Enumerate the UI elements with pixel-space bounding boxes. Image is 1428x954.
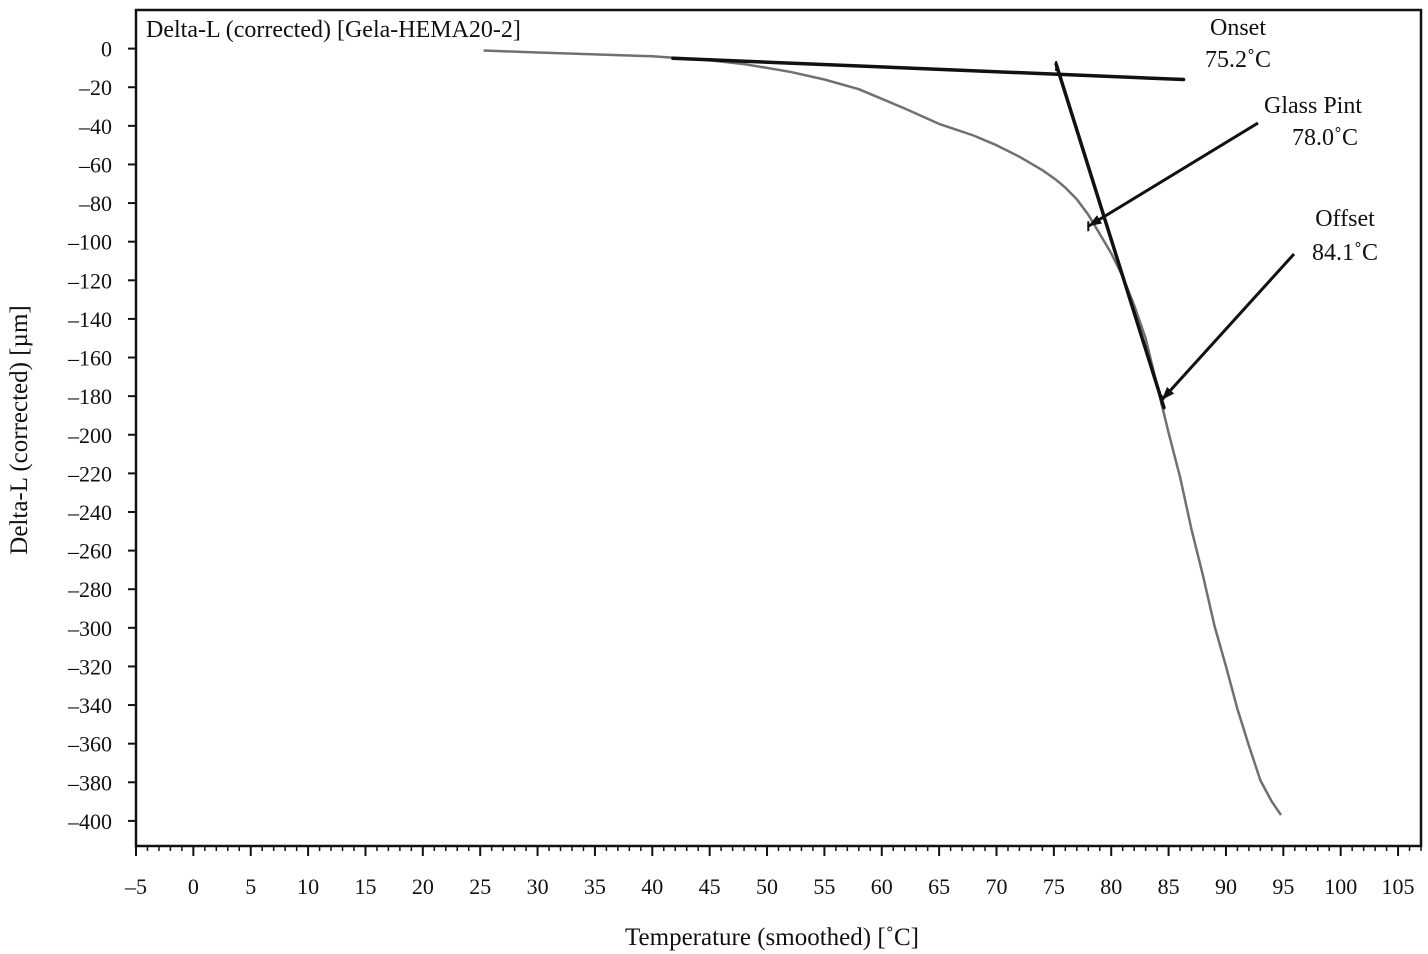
annotation-label: Glass Pint [1264, 93, 1362, 119]
y-tick-label: –400 [67, 809, 112, 834]
annotation-label: Offset [1315, 206, 1375, 232]
y-tick-label: –20 [78, 75, 112, 100]
x-tick-label: 0 [188, 874, 199, 899]
x-tick-label: 80 [1100, 874, 1122, 899]
x-tick-label: 30 [527, 874, 549, 899]
annotation-label: 84.1˚C [1312, 240, 1378, 266]
y-tick-label: –120 [67, 268, 112, 293]
x-tick-label: 60 [871, 874, 893, 899]
annotation-arrowhead [1161, 387, 1175, 400]
x-tick-label: 75 [1043, 874, 1065, 899]
plot-area [134, 8, 1423, 848]
x-tick-label: 100 [1324, 874, 1357, 899]
x-tick-label: 5 [245, 874, 256, 899]
x-tick-label: 15 [354, 874, 376, 899]
y-tick-label: –160 [67, 346, 112, 371]
tangent-line [671, 56, 1186, 82]
y-tick-label: –340 [67, 693, 112, 718]
y-tick-label: –280 [67, 577, 112, 602]
x-tick-label: 105 [1382, 874, 1415, 899]
x-tick-label: 40 [641, 874, 663, 899]
x-tick-label: 85 [1158, 874, 1180, 899]
y-tick-label: –260 [67, 539, 112, 564]
y-axis-label: Delta-L (corrected) [µm] [6, 305, 33, 554]
x-tick-label: 55 [813, 874, 835, 899]
y-tick-label: –320 [67, 654, 112, 679]
y-tick-label: –180 [67, 384, 112, 409]
x-tick-label: 70 [985, 874, 1007, 899]
series-layer [483, 49, 1283, 816]
y-axis-ticks: 0 –20 –40 –60 –80 –100 –120 –140 –160 –180 –200 –22… [67, 37, 136, 834]
y-tick-label: –40 [78, 114, 112, 139]
minor-ticks [146, 846, 1422, 851]
y-tick-label: –80 [78, 191, 112, 216]
annotation-label: 78.0˚C [1292, 125, 1358, 151]
y-tick-label: 0 [101, 37, 112, 62]
y-tick-label: –220 [67, 461, 112, 486]
y-tick-label: –240 [67, 500, 112, 525]
y-tick-label: –300 [67, 616, 112, 641]
x-tick-label: 10 [297, 874, 319, 899]
annotation-leader [1087, 121, 1259, 228]
x-tick-label: 95 [1272, 874, 1294, 899]
y-tick-label: –380 [67, 770, 112, 795]
annotation-layer: Onset 75.2˚C Glass Pint 78.0˚C Offset 84.1˚C [1055, 15, 1378, 406]
annotation-label: Onset [1210, 15, 1266, 41]
x-tick-label: 90 [1215, 874, 1237, 899]
x-tick-label: 45 [699, 874, 721, 899]
data-series-line [483, 49, 1283, 816]
y-tick-label: –140 [67, 307, 112, 332]
y-tick-label: –360 [67, 732, 112, 757]
y-tick-label: –200 [67, 423, 112, 448]
x-tick-label: –5 [124, 874, 147, 899]
annotation-arrowhead [1088, 215, 1102, 227]
x-axis-ticks: –5 0 5 10 15 20 25 30 35 40 45 50 55 60 65 70 75 80 85 90 95… [124, 846, 1415, 899]
x-tick-label: 35 [584, 874, 606, 899]
annotation-label: 75.2˚C [1205, 47, 1271, 73]
y-tick-label: –100 [67, 230, 112, 255]
x-tick-label: 25 [469, 874, 491, 899]
x-tick-label: 65 [928, 874, 950, 899]
x-tick-label: 50 [756, 874, 778, 899]
x-axis-label: Temperature (smoothed) [˚C] [625, 924, 919, 951]
x-tick-label: 20 [412, 874, 434, 899]
y-tick-label: –60 [78, 152, 112, 177]
chart-title: Delta-L (corrected) [Gela-HEMA20-2] [146, 17, 521, 43]
tangent-line [1054, 62, 1166, 410]
annotation-leader [1160, 252, 1296, 402]
